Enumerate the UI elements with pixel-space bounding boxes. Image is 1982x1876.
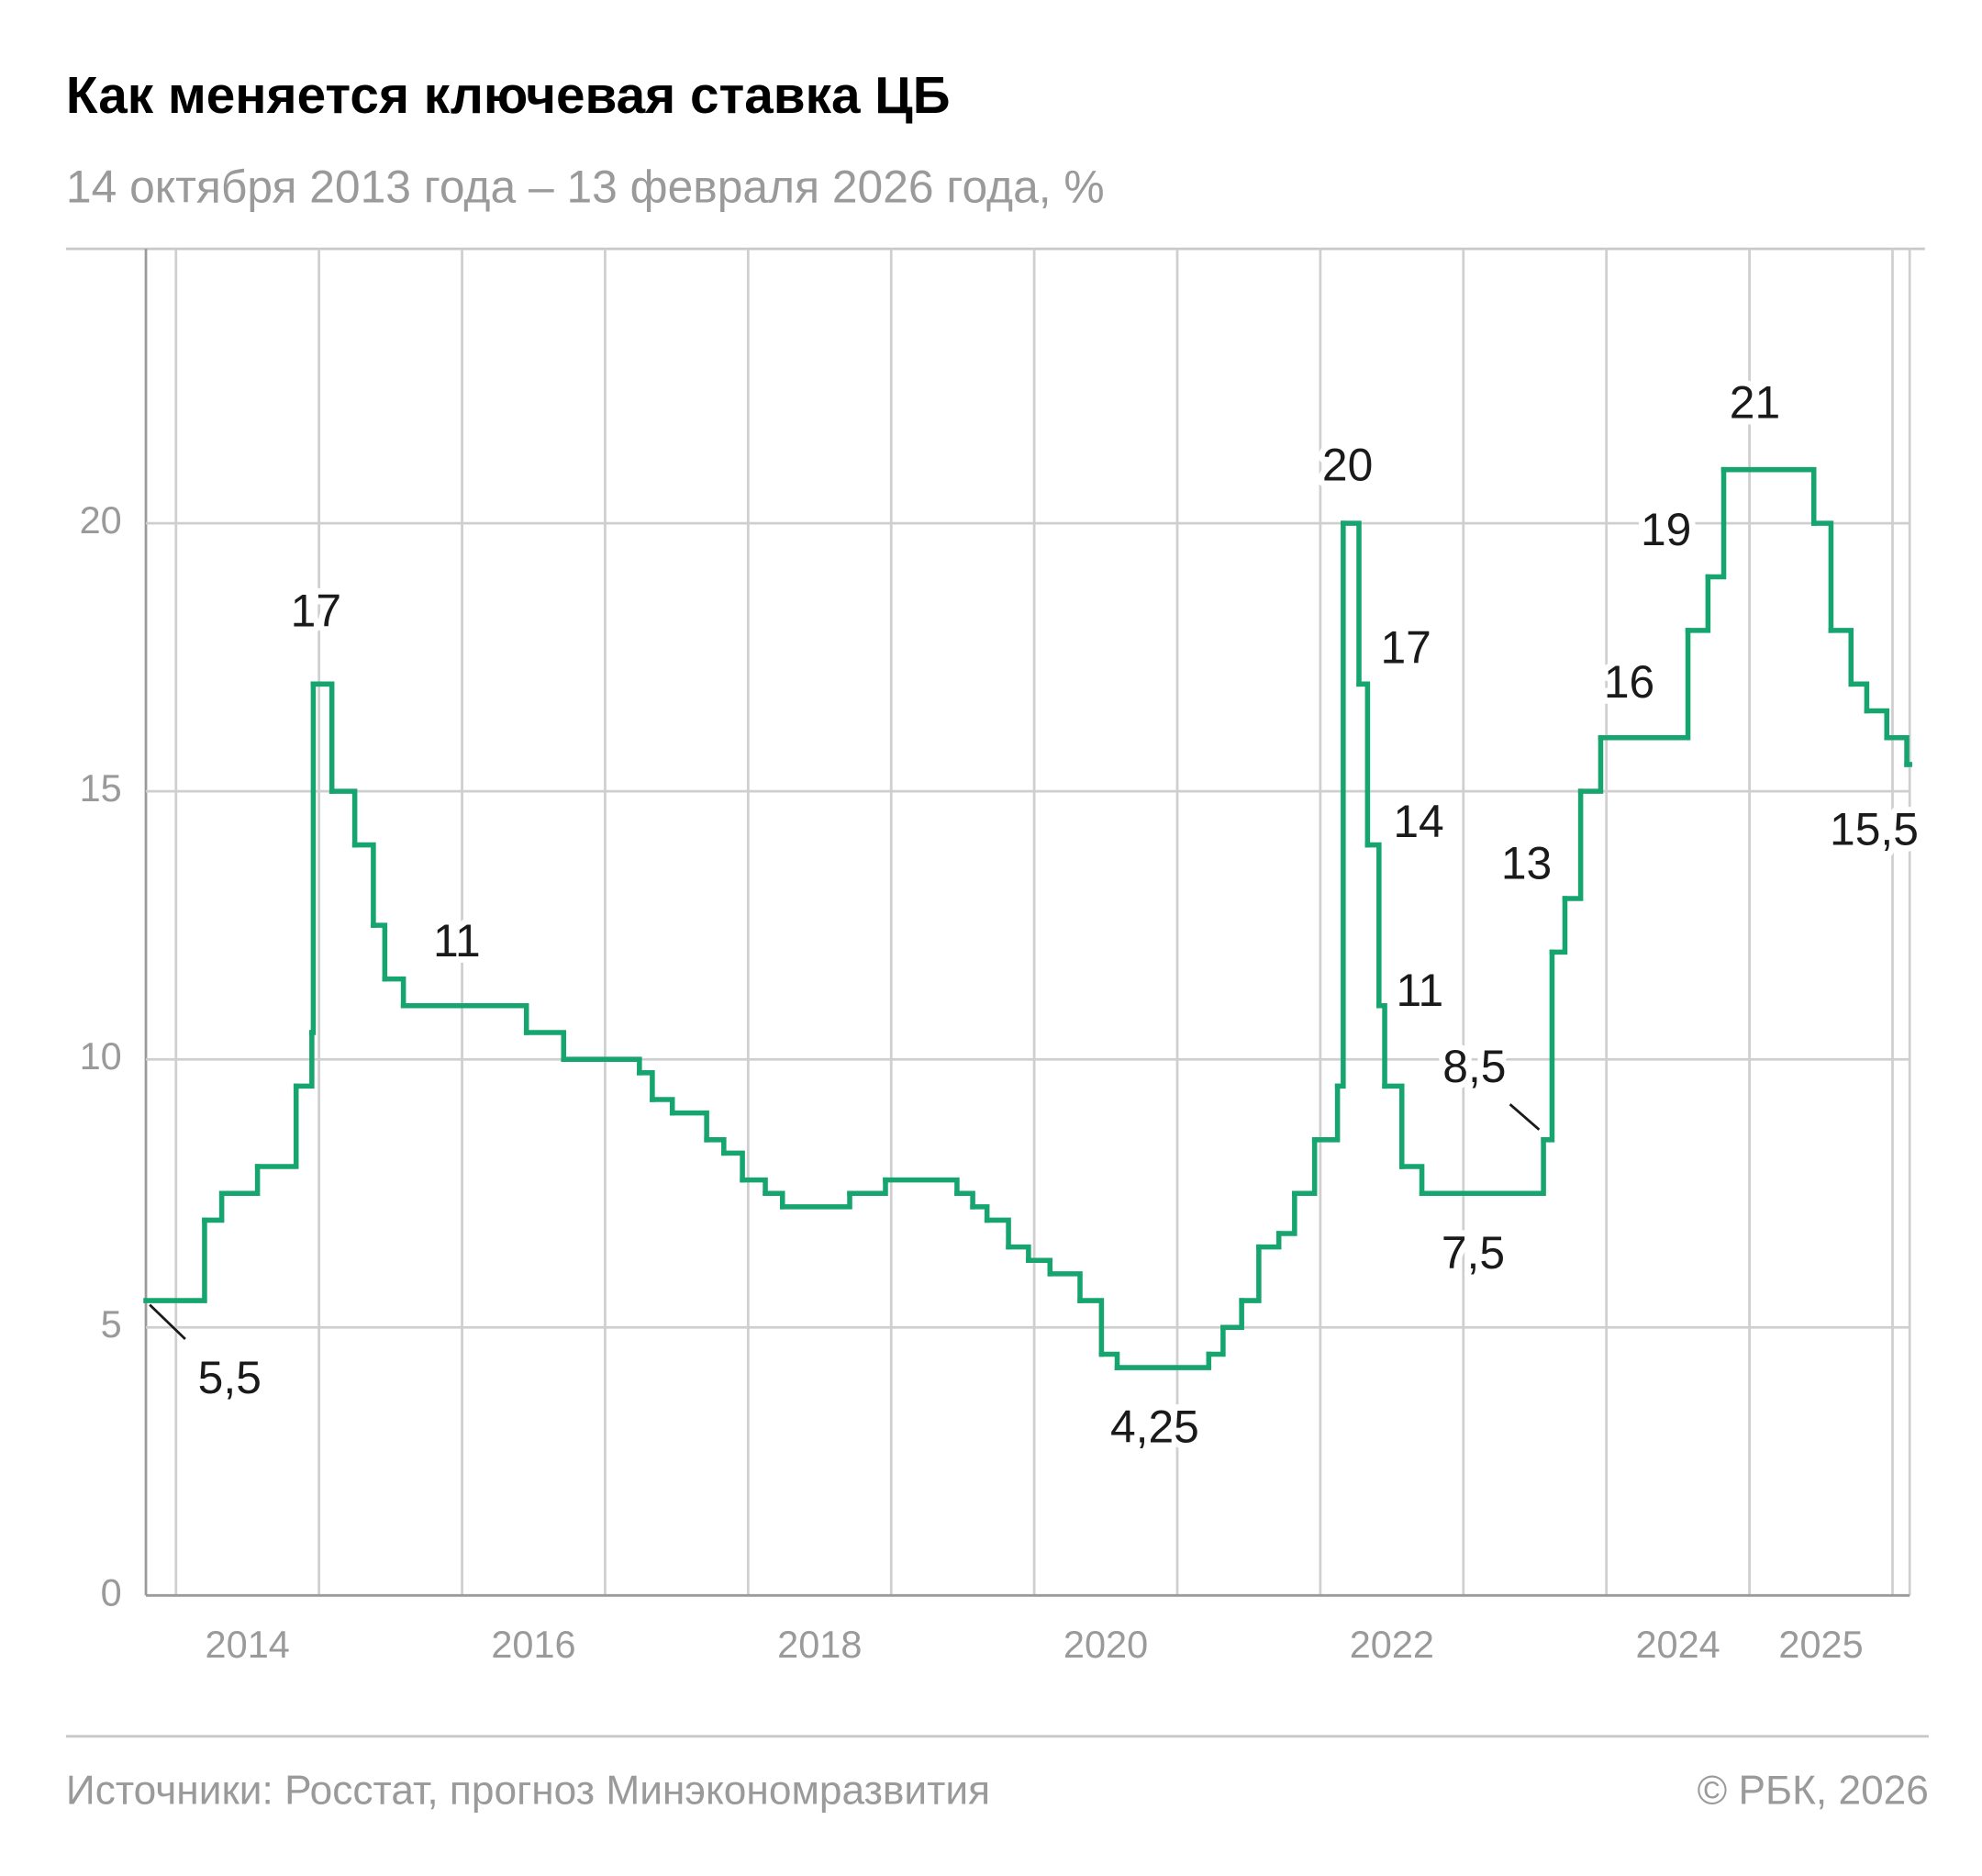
rate-step (1376, 1003, 1387, 1089)
rate-step (1864, 708, 1889, 741)
value-label: 11 (1397, 965, 1444, 1016)
rate-step (1334, 520, 1346, 1089)
rate-step (1419, 1137, 1546, 1196)
rate-step (1848, 681, 1870, 714)
rate-step (1562, 788, 1584, 901)
value-label: 5,5 (198, 1352, 262, 1403)
rate-step (1382, 1083, 1405, 1169)
y-tick-label: 5 (101, 1302, 122, 1346)
value-label: 4,25 (1110, 1401, 1199, 1453)
value-label: 17 (1381, 622, 1431, 674)
x-tick-label: 2020 (1063, 1623, 1148, 1666)
rate-step (1705, 466, 1727, 580)
rate-step (954, 1190, 975, 1210)
value-label: 20 (1322, 440, 1373, 491)
rate-step (1026, 1257, 1053, 1277)
rate-step (1114, 1351, 1212, 1370)
rate-step (1292, 1137, 1318, 1196)
rate-step (1206, 1324, 1226, 1357)
rate-step (1077, 1298, 1105, 1357)
value-label: 21 (1730, 377, 1780, 429)
leader-line (149, 1303, 186, 1340)
rate-step (779, 1190, 852, 1210)
x-tick-label: 2025 (1778, 1623, 1863, 1666)
x-tick-label: 2016 (491, 1623, 575, 1666)
rate-step (650, 1097, 675, 1116)
rate-step (1598, 628, 1691, 741)
rate-step (1356, 681, 1371, 848)
rate-step (218, 1164, 261, 1196)
rate-step (382, 976, 406, 1009)
y-tick-label: 15 (80, 766, 122, 810)
value-label: 11 (433, 915, 481, 966)
value-label: 13 (1501, 838, 1552, 889)
value-label: 15,5 (1830, 803, 1919, 854)
credit: © РБК, 2026 (1698, 1769, 1929, 1814)
value-label: 17 (291, 586, 341, 637)
rate-step (202, 1190, 225, 1223)
rate-step (763, 1190, 785, 1210)
source: Источники: Росстат, прогноз Минэкономраз… (66, 1769, 990, 1814)
rate-step (293, 1030, 315, 1089)
rate-step (1220, 1298, 1244, 1331)
rate-step (1884, 734, 1910, 767)
rate-step (351, 842, 376, 928)
value-label: 16 (1604, 656, 1654, 708)
rate-step (400, 1003, 529, 1035)
rate-step (721, 1150, 745, 1183)
rate-step (1341, 520, 1362, 687)
value-label: 14 (1393, 796, 1443, 847)
rate-step (704, 1137, 727, 1156)
rate-step (1275, 1190, 1297, 1236)
rate-step (1828, 628, 1854, 687)
x-tick-label: 2022 (1350, 1623, 1434, 1666)
value-label: 7,5 (1442, 1227, 1505, 1279)
x-tick-label: 2024 (1635, 1623, 1720, 1666)
rate-step (1239, 1244, 1262, 1303)
rate-step (1549, 896, 1568, 955)
rate-step (1685, 574, 1711, 633)
rate-step (1810, 520, 1834, 633)
rate-step (669, 1110, 709, 1143)
rate-step (1398, 1164, 1425, 1196)
rate-step (1311, 1083, 1341, 1143)
rate-step (1256, 1231, 1282, 1250)
rate-step (1006, 1244, 1031, 1264)
value-label: 8,5 (1442, 1041, 1506, 1092)
rate-step (310, 681, 335, 794)
rate-step (561, 1056, 642, 1076)
rate-step (1364, 842, 1382, 1009)
chart-subtitle: 14 октября 2013 года – 13 февраля 2026 г… (66, 162, 1105, 213)
y-tick-label: 20 (80, 498, 122, 542)
rate-step (1720, 466, 1817, 526)
leader-line (1509, 1103, 1541, 1131)
rate-step (847, 1177, 888, 1196)
rate-step (309, 681, 317, 1035)
rate-step (740, 1177, 768, 1196)
rate-step (143, 1217, 207, 1303)
rate-step (254, 1083, 299, 1169)
rate-step (883, 1177, 960, 1196)
rate-step (1098, 1351, 1120, 1370)
rate-step (1541, 949, 1555, 1143)
value-label: 19 (1641, 504, 1691, 555)
chart-title: Как меняется ключевая ставка ЦБ (66, 67, 951, 125)
rate-step (637, 1070, 655, 1102)
x-tick-label: 2014 (206, 1623, 290, 1666)
rate-step (984, 1217, 1011, 1250)
y-tick-label: 10 (80, 1034, 122, 1078)
y-tick-label: 0 (101, 1570, 122, 1614)
rate-step (523, 1030, 566, 1062)
x-tick-label: 2018 (777, 1623, 862, 1666)
rate-step (1047, 1271, 1083, 1303)
rate-step (371, 922, 388, 982)
rate-step (970, 1204, 990, 1223)
rate-step (1577, 734, 1604, 794)
rate-step (328, 788, 358, 848)
